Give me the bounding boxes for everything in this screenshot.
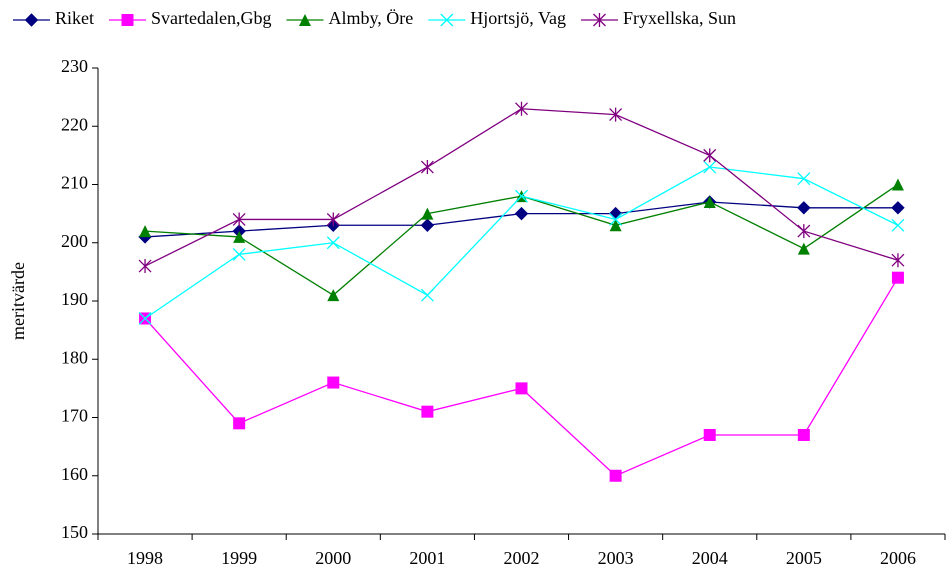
marker — [515, 382, 528, 395]
marker — [703, 195, 716, 208]
y-tick-label: 150 — [61, 522, 88, 542]
marker — [891, 253, 905, 268]
marker — [139, 225, 152, 238]
marker — [593, 13, 606, 27]
marker — [609, 219, 622, 232]
legend-label: Hjortsjö, Vag — [470, 8, 566, 28]
marker — [326, 236, 340, 250]
x-tick-label: 2006 — [880, 548, 916, 568]
marker — [327, 376, 340, 389]
marker — [891, 201, 905, 215]
marker — [609, 107, 623, 122]
marker — [232, 247, 246, 261]
marker — [233, 230, 246, 243]
legend-label: Almby, Öre — [328, 8, 413, 28]
y-tick-label: 200 — [61, 231, 88, 251]
x-tick-label: 1998 — [127, 548, 163, 568]
marker — [514, 206, 529, 221]
marker — [420, 160, 434, 175]
marker — [420, 288, 434, 302]
y-tick-label: 210 — [61, 173, 88, 193]
legend-item: Hjortsjö, Vag — [428, 8, 566, 28]
x-tick-label: 2005 — [786, 548, 822, 568]
legend-label: Riket — [55, 8, 94, 28]
y-tick-label: 220 — [61, 114, 88, 134]
marker — [797, 428, 810, 441]
legend-item: Riket — [13, 8, 94, 28]
marker — [891, 271, 904, 284]
marker — [327, 289, 340, 302]
marker — [24, 13, 39, 27]
legend-item: Almby, Öre — [286, 8, 413, 28]
x-tick-label: 2002 — [504, 548, 540, 568]
marker — [515, 101, 528, 116]
marker — [891, 178, 904, 191]
marker — [326, 212, 340, 227]
y-tick-label: 160 — [61, 464, 88, 484]
marker — [797, 172, 811, 186]
marker — [232, 212, 246, 227]
x-tick-label: 1999 — [221, 548, 257, 568]
series-line — [144, 108, 899, 267]
marker — [421, 207, 434, 220]
y-tick-label: 170 — [61, 406, 88, 426]
marker — [233, 417, 246, 430]
x-tick-label: 2001 — [409, 548, 445, 568]
legend-label: Svartedalen,Gbg — [151, 8, 271, 28]
marker — [298, 14, 311, 26]
y-axis-label: meritvärde — [8, 262, 28, 340]
marker — [440, 13, 454, 27]
marker — [138, 312, 152, 325]
marker — [797, 201, 811, 215]
series-line — [144, 277, 899, 477]
marker — [609, 469, 622, 482]
x-tick-label: 2004 — [692, 548, 728, 568]
marker — [420, 218, 435, 232]
legend-item: Fryxellska, Sun — [580, 8, 736, 28]
marker — [609, 212, 623, 226]
marker — [797, 224, 811, 239]
marker — [515, 189, 528, 203]
marker — [703, 148, 717, 163]
series-line — [144, 166, 899, 320]
legend-item: Svartedalen,Gbg — [109, 8, 271, 28]
x-tick-label: 2000 — [315, 548, 351, 568]
y-tick-label: 190 — [61, 289, 88, 309]
marker — [121, 14, 134, 26]
marker — [891, 218, 905, 232]
marker — [421, 405, 434, 418]
legend-label: Fryxellska, Sun — [623, 8, 736, 28]
marker — [703, 428, 716, 441]
marker — [797, 242, 810, 255]
x-tick-label: 2003 — [598, 548, 634, 568]
marker — [703, 160, 717, 174]
y-tick-label: 180 — [61, 347, 88, 367]
marker — [138, 259, 152, 274]
y-tick-label: 230 — [61, 56, 88, 76]
